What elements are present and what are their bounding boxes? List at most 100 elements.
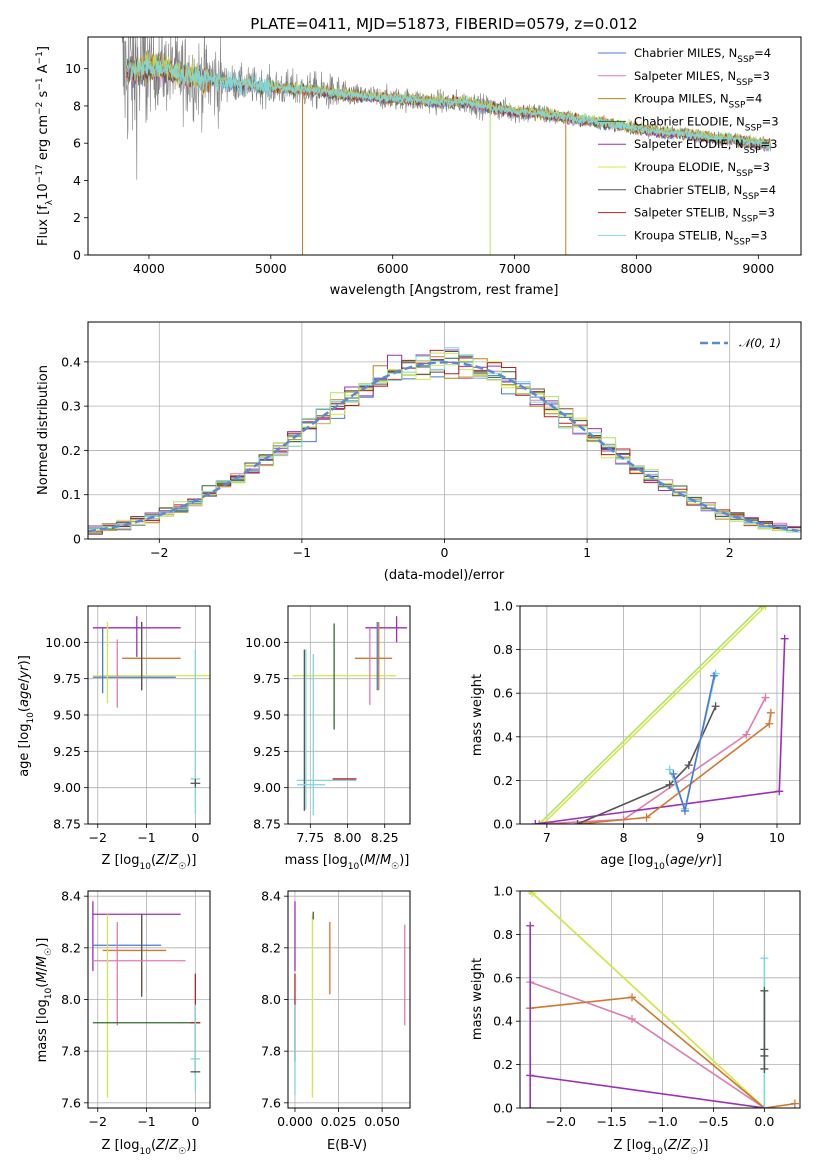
age-vs-mass-ytick-label: 8.75 (253, 817, 281, 832)
spectrum-ytick-label: 2 (73, 210, 81, 225)
weight-vs-age-ytick-label: 0.0 (493, 817, 513, 832)
weight-vs-age-marker (766, 708, 775, 717)
mass-vs-z-ytick-label: 7.8 (61, 1044, 81, 1059)
residuals-ytick-label: 0.3 (61, 399, 81, 414)
legend-label: Chabrier ELODIE, NSSP=3 (634, 114, 779, 133)
weight-vs-z-marker (526, 1071, 535, 1080)
residuals-ytick-label: 0.2 (61, 443, 81, 458)
weight-vs-age-ytick-label: 0.4 (493, 729, 513, 744)
weight-vs-z-line-kroupa_elodie (531, 892, 765, 1108)
weight-vs-z-xtick-label: 0.0 (754, 1114, 774, 1129)
weight-vs-age-marker (665, 780, 674, 789)
weight-vs-age-marker (761, 693, 770, 702)
age-vs-z-axes: −2 −1 0 8.75 9.00 9.25 9.50 9.75 10.00 (45, 605, 211, 845)
mass-vs-ebv-frame (287, 890, 411, 1109)
mass-vs-ebv-grid (288, 891, 410, 1108)
legend-label: Chabrier STELIB, NSSP=4 (634, 183, 776, 202)
age-vs-z-ytick-label: 9.25 (53, 744, 81, 759)
weight-vs-age-marker (742, 730, 751, 739)
weight-vs-age-frame (519, 605, 801, 825)
spectrum-xtick-label: 8000 (621, 261, 653, 276)
spectrum-plot-area (122, 37, 771, 255)
spectrum-ytick-label: 10 (65, 61, 81, 76)
spectrum-xlabel: wavelength [Angstrom, rest frame] (330, 283, 559, 298)
mass-vs-z-ytick-label: 8.0 (61, 992, 81, 1007)
residuals-plot-area (88, 347, 801, 535)
residuals-xtick-label: −2 (150, 545, 168, 560)
weight-vs-age-axes: 7 8 9 10 0.0 0.2 0.4 0.6 0.8 1.0 (493, 599, 801, 845)
spectrum-ytick-label: 6 (73, 136, 81, 151)
weight-vs-z-xtick-label: −2.0 (546, 1114, 576, 1129)
weight-vs-z-line-salpeter_miles (529, 981, 765, 1108)
weight-vs-age-xtick-label: 10 (769, 830, 785, 845)
age-vs-z-ytick-label: 9.00 (53, 780, 81, 795)
spectrum-ylabel: Flux [fλ10−17 erg cm−2 s−1 A−1] (35, 46, 55, 246)
legend-label: Kroupa MILES, NSSP=4 (634, 92, 762, 111)
age-vs-mass-ytick-label: 9.25 (253, 744, 281, 759)
spectrum-ytick-label: 0 (73, 248, 81, 263)
mass-vs-ebv-ytick-label: 8.0 (261, 992, 281, 1007)
age-vs-mass-xtick-label: 7.75 (296, 830, 324, 845)
weight-vs-z-marker (526, 1104, 535, 1108)
age-vs-z-plot-area (92, 616, 210, 814)
mass-vs-z-plot-area (92, 901, 201, 1098)
weight-vs-z-ytick-label: 0.8 (493, 927, 513, 942)
legend-label: 𝒩(0, 1) (739, 336, 781, 350)
weight-vs-z-marker (760, 1051, 769, 1060)
mass-vs-z-ytick-label: 7.6 (61, 1095, 81, 1110)
weight-vs-age-line-chabrier_miles (672, 675, 715, 815)
weight-vs-age-marker (539, 820, 548, 824)
age-vs-z-xtick-label: −2 (89, 830, 107, 845)
mass-vs-ebv-xtick-label: 0.050 (364, 1114, 400, 1129)
residuals-ytick-label: 0.4 (61, 354, 81, 369)
spectrum-xtick-label: 9000 (742, 261, 774, 276)
weight-vs-age-ytick-label: 0.6 (493, 686, 513, 701)
weight-vs-z-marker (526, 921, 535, 930)
weight-vs-age-xtick-label: 9 (696, 830, 704, 845)
weight-vs-age-xlabel: age [log10(age/yr)] (600, 853, 722, 872)
age-vs-mass-xlabel: mass [log10(M/M☉)] (285, 853, 410, 872)
residuals-frame (87, 321, 802, 540)
weight-vs-z-xtick-label: −0.5 (698, 1114, 728, 1129)
spectrum-model-lime (130, 53, 771, 147)
weight-vs-z-ytick-label: 0.6 (493, 970, 513, 985)
residuals-axes: −2 −1 0 1 2 0 0.1 0.2 0.3 0.4 (61, 321, 802, 560)
age-vs-mass-ytick-label: 9.50 (253, 708, 281, 723)
weight-vs-age-line-kroupa_elodie (542, 606, 767, 824)
weight-vs-z-xlabel: Z [log10(Z/Z☉)] (614, 1138, 709, 1157)
weight-vs-z-ytick-label: 0.4 (493, 1014, 513, 1029)
weight-vs-age-marker (680, 806, 689, 815)
legend-label: Salpeter MILES, NSSP=3 (634, 69, 770, 88)
weight-vs-z-ytick-label: 0.2 (493, 1057, 513, 1072)
weight-vs-z-marker (760, 1064, 769, 1073)
weight-vs-age-marker (684, 761, 693, 770)
spectrum-title: PLATE=0411, MJD=51873, FIBERID=0579, z=0… (250, 15, 637, 33)
age-vs-mass-xtick-label: 8.00 (334, 830, 362, 845)
weight-vs-age-marker (765, 719, 774, 728)
mass-vs-z-axes: −2 −1 0 7.6 7.8 8.0 8.2 8.4 (61, 889, 211, 1129)
weight-vs-age-marker (573, 820, 582, 824)
legend-label: Salpeter ELODIE, NSSP=3 (634, 137, 777, 156)
mass-vs-z-frame (87, 890, 211, 1109)
legend-label: Salpeter STELIB, NSSP=3 (634, 206, 775, 225)
mass-vs-z-xlabel: Z [log10(Z/Z☉)] (102, 1138, 197, 1157)
weight-vs-z-line-salpeter_elodie (529, 925, 765, 1108)
weight-vs-z-ytick-label: 1.0 (493, 884, 513, 899)
age-vs-z-xlabel: Z [log10(Z/Z☉)] (102, 853, 197, 872)
weight-vs-age-marker (761, 606, 770, 610)
legend-label: Chabrier MILES, NSSP=4 (634, 46, 771, 65)
weight-vs-age-xtick-label: 8 (620, 830, 628, 845)
residuals-normal-curve (88, 361, 799, 533)
mass-vs-ebv-axes: 0.000 0.025 0.050 7.6 7.8 8.0 8.2 8.4 (261, 889, 411, 1129)
spectrum-xtick-label: 4000 (133, 261, 165, 276)
residuals-ylabel: Normed distribution (36, 365, 51, 495)
weight-vs-z-marker (528, 891, 537, 898)
spectrum-xtick-label: 6000 (377, 261, 409, 276)
weight-vs-z-marker (760, 986, 769, 995)
residuals-xtick-label: 2 (726, 545, 734, 560)
spectrum-xtick-label: 5000 (255, 261, 287, 276)
spectrum-ytick-label: 8 (73, 98, 81, 113)
mass-vs-z-ylabel: mass [log10(M/M☉)] (35, 938, 54, 1063)
weight-vs-z-plot-area (526, 891, 799, 1108)
